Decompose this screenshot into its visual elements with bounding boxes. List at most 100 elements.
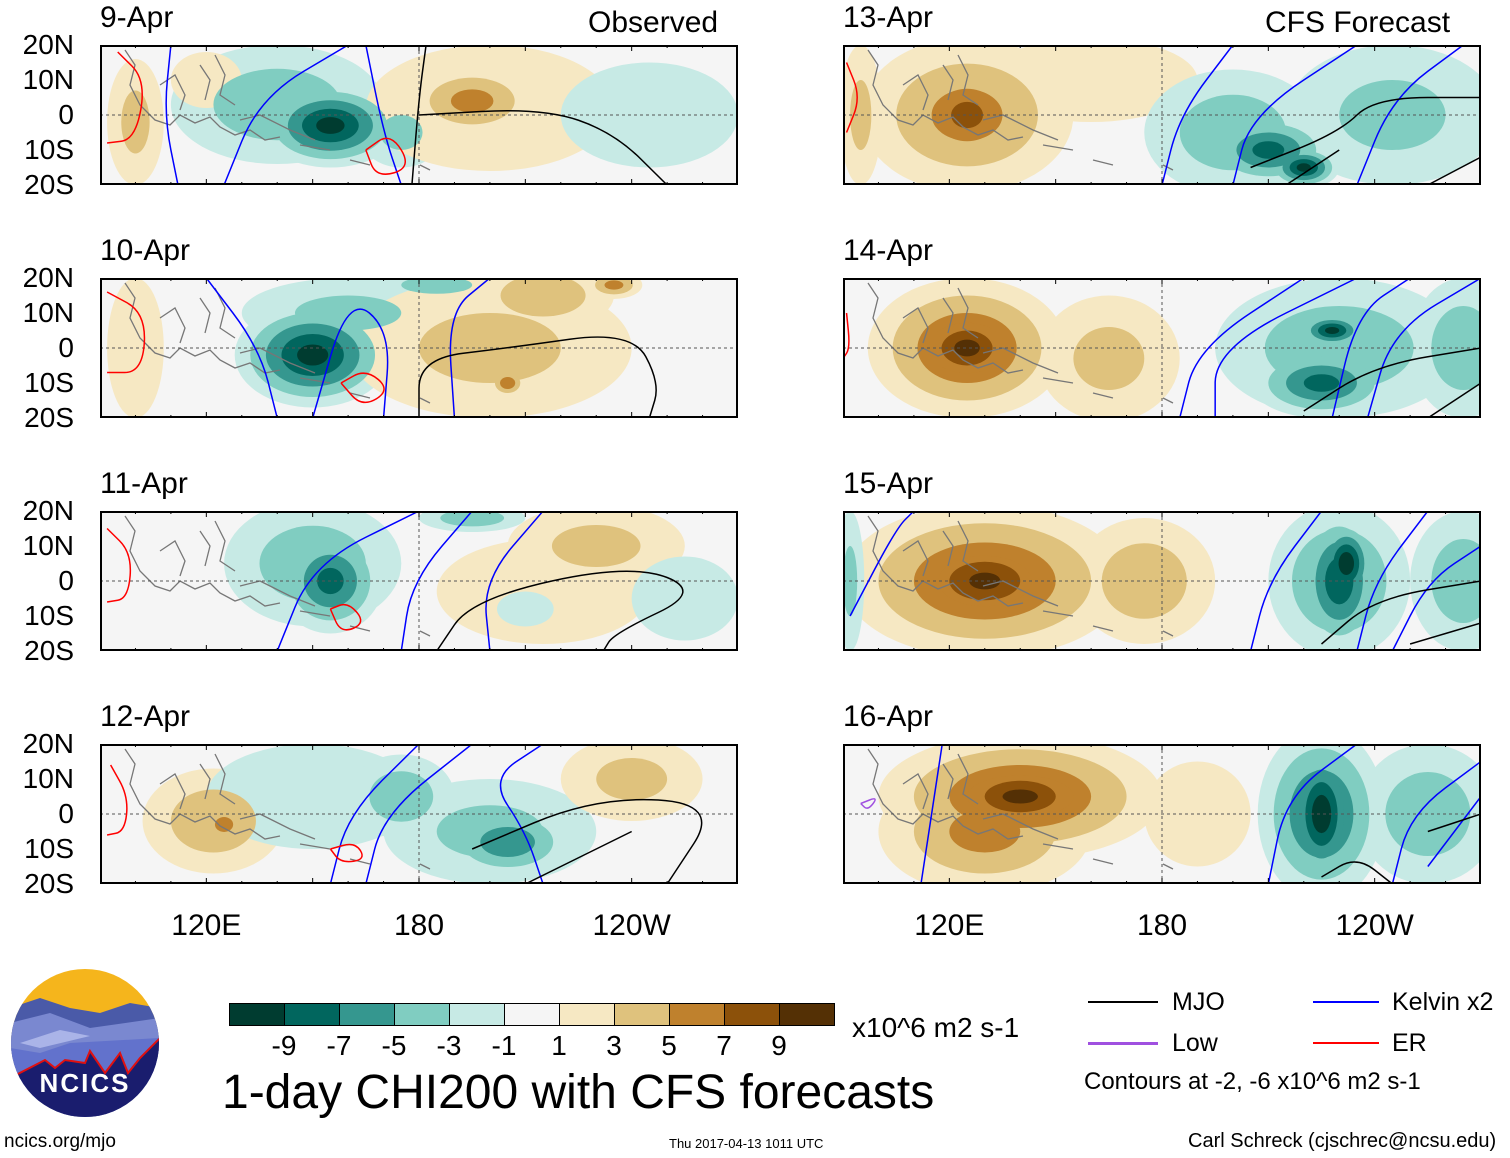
colorbar-swatch [339,1003,395,1026]
forecast-title: CFS Forecast [1265,6,1451,39]
kelvin-contour [1178,278,1305,418]
lon-tick-label: 120E [171,909,242,942]
colorbar-swatch [614,1003,670,1026]
lat-tick-label: 10N [22,763,74,794]
panel-date-label: 16-Apr [843,700,934,733]
contours-note: Contours at -2, -6 x10^6 m2 s-1 [1084,1068,1421,1095]
panel-frame [100,278,738,418]
kelvin-line-swatch [1313,1001,1379,1003]
er-contour [340,372,385,404]
lat-tick-label: 20N [22,495,74,526]
colorbar-swatch [559,1003,615,1026]
anomaly-shading [843,45,1481,185]
kelvin-contour [1356,511,1429,651]
kelvin-contour [1161,45,1234,185]
lat-tick-label: 10N [22,530,74,561]
colorbar-label: -5 [381,1030,407,1061]
map-panel-10-Apr [100,278,738,418]
anomaly-region [480,827,535,857]
anomaly-region [1325,327,1340,334]
lon-tick-label: 120E [914,909,985,942]
anomaly-region [560,62,738,168]
observed-title: Observed [588,6,719,39]
kelvin-contour [1356,45,1464,185]
lat-tick-label: 10N [22,64,74,95]
anomaly-region [1303,374,1340,392]
lat-tick-label: 20S [24,402,74,433]
kelvin-contour [1427,796,1481,867]
panel-frame [843,45,1481,185]
lat-tick-label: 0 [58,565,74,596]
anomaly-region [419,313,561,383]
map-panel-11-Apr [100,511,738,651]
colorbar-label: 5 [661,1030,677,1061]
coastline [124,748,431,870]
colorbar-label: 3 [606,1030,622,1061]
map-panel-14-Apr [843,278,1481,418]
lat-tick-label: 10S [24,367,74,398]
kelvin-contour [165,45,179,185]
anomaly-region [631,556,738,641]
anomaly-region [1252,141,1285,159]
anomaly-region [984,45,1198,122]
kelvin-contour [1391,760,1481,884]
legend-low: Low [1172,1029,1218,1057]
mjo-contour [418,336,657,418]
colorbar-swatch [394,1003,450,1026]
anomaly-region [1073,327,1145,390]
site-link[interactable]: ncics.org/mjo [4,1131,116,1152]
kelvin-contour [400,511,473,651]
anomaly-region [316,117,345,134]
panel-date-label: 13-Apr [843,1,934,34]
er-contour [106,764,128,836]
anomaly-shading [142,744,703,884]
main-title: 1-day CHI200 with CFS forecasts [222,1066,935,1119]
er-contour [106,51,143,144]
kelvin-contour [1232,45,1358,185]
kelvin-contour [276,511,420,651]
kelvin-contour [1249,511,1323,651]
lat-tick-label: 10N [22,297,74,328]
colorbar-label: -9 [271,1030,297,1061]
anomaly-region [500,377,516,389]
lon-tick-label: 120W [1335,909,1414,942]
kelvin-contour [849,511,915,617]
lon-tick-label: 180 [393,909,445,942]
mjo-contour [1321,861,1393,884]
anomaly-region [1311,794,1332,834]
er-contour [365,137,407,175]
anomaly-region [1002,789,1038,804]
anomaly-region [297,344,329,366]
timestamp: Thu 2017-04-13 1011 UTC [669,1136,824,1151]
panel-date-label: 15-Apr [843,467,934,500]
er-contour [329,843,363,863]
lat-tick-label: 20S [24,635,74,666]
colorbar-label: -7 [326,1030,352,1061]
panel-frame [843,744,1481,884]
colorbar-label: 1 [551,1030,567,1061]
kelvin-contour [449,278,491,418]
kelvin-contour [1391,545,1481,651]
panel-frame [843,278,1481,418]
anomaly-region [294,295,402,331]
mjo-contour [436,570,684,651]
mjo-contour [471,798,703,884]
coastline [124,282,431,404]
kelvin-contour [1366,278,1481,418]
anomaly-region [1338,552,1355,575]
kelvin-contour [365,45,402,185]
panel-frame [100,744,738,884]
coastline [124,49,431,171]
mjo-contour [1321,580,1481,645]
anomaly-region [214,817,234,832]
kelvin-contour [311,308,389,418]
anomaly-region [380,115,423,150]
anomaly-region [450,89,494,113]
legend-kelvin: Kelvin x2 [1392,988,1494,1016]
anomaly-region [551,525,641,567]
colorbar-swatch [724,1003,780,1026]
panel-frame [100,45,738,185]
er-contour [845,62,858,133]
lat-tick-label: 10S [24,833,74,864]
kelvin-contour [485,511,544,651]
